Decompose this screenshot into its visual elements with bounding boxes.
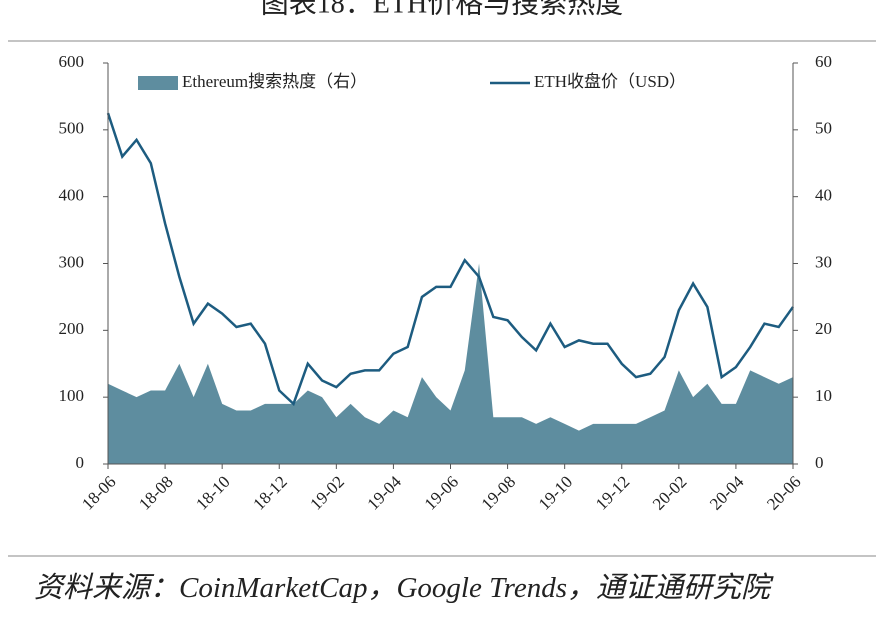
chart-title: 图表18：ETH价格与搜索热度 xyxy=(261,0,623,19)
x-tick-label: 19-06 xyxy=(421,472,462,513)
x-tick-label: 19-02 xyxy=(306,472,347,513)
y2-tick-label: 50 xyxy=(815,119,832,138)
y2-tick-label: 10 xyxy=(815,386,832,405)
source-note: 资料来源：CoinMarketCap，Google Trends，通证通研究院 xyxy=(34,572,771,604)
y-tick-label: 100 xyxy=(59,386,85,405)
x-tick-label: 18-06 xyxy=(78,472,119,513)
y2-tick-label: 0 xyxy=(815,453,824,472)
y2-tick-label: 20 xyxy=(815,319,832,338)
x-tick-label: 19-08 xyxy=(478,472,519,513)
y2-tick-label: 40 xyxy=(815,186,832,205)
y-tick-label: 0 xyxy=(76,453,85,472)
legend-swatch xyxy=(138,76,178,90)
x-tick-label: 18-12 xyxy=(249,472,290,513)
y2-tick-label: 30 xyxy=(815,252,832,271)
y2-tick-label: 60 xyxy=(815,52,832,71)
chart: 图表18：ETH价格与搜索热度 0 100 200 300 400 500 600 0 10 20… xyxy=(8,0,876,557)
x-tick-label: 18-08 xyxy=(135,472,176,513)
y-tick-label: 500 xyxy=(59,119,85,138)
x-tick-label: 18-10 xyxy=(192,472,233,513)
x-tick-label: 20-06 xyxy=(763,472,804,513)
x-tick-label: 19-04 xyxy=(364,472,406,514)
search-area xyxy=(108,263,793,464)
legend-label: ETH收盘价（USD） xyxy=(534,72,686,91)
price-line xyxy=(106,112,795,407)
x-tick-label: 19-12 xyxy=(592,472,633,513)
y-tick-label: 600 xyxy=(59,52,85,71)
y-tick-label: 400 xyxy=(59,186,85,205)
x-tick-label: 20-02 xyxy=(649,472,690,513)
x-tick-label: 20-04 xyxy=(706,472,748,514)
y-tick-label: 200 xyxy=(59,319,85,338)
y-tick-label: 300 xyxy=(59,252,85,271)
x-tick-label: 19-10 xyxy=(535,472,576,513)
legend-label: Ethereum搜索热度（右） xyxy=(182,72,367,91)
